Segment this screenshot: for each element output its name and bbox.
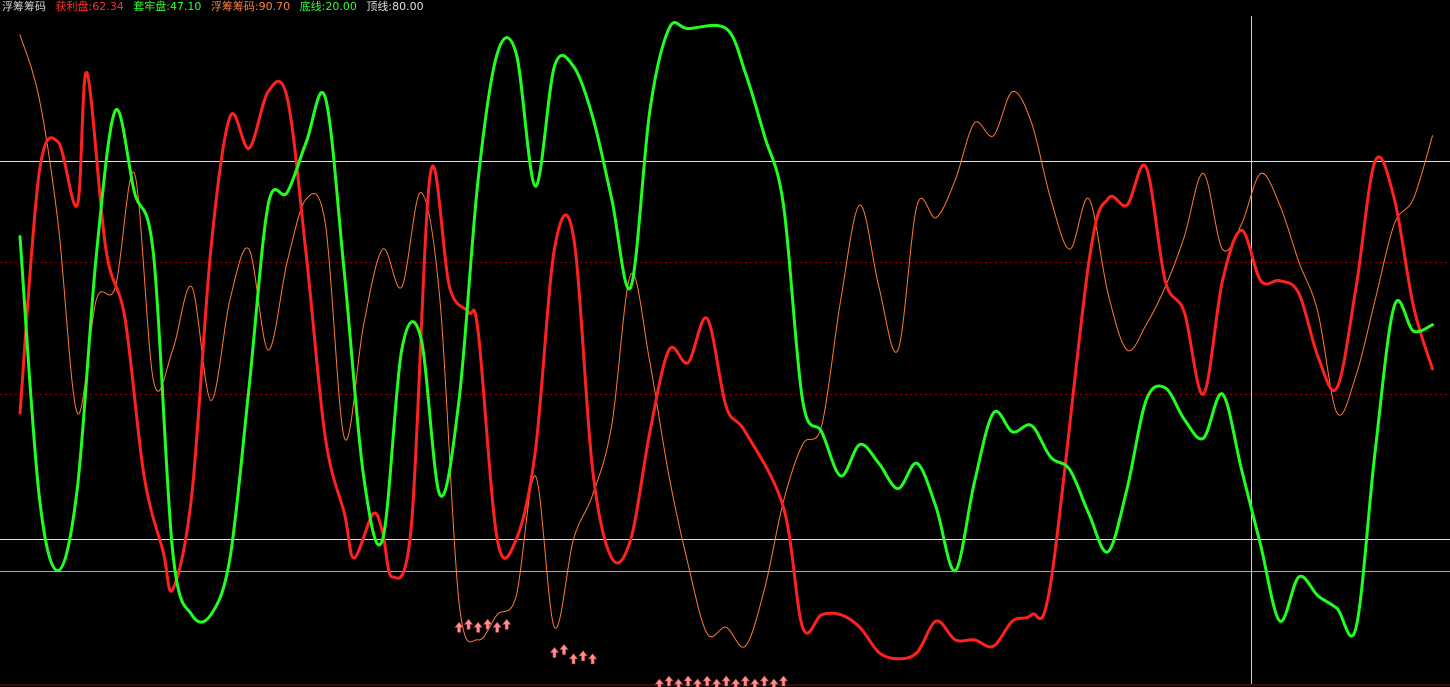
buy-marker-2-58 xyxy=(568,653,579,665)
buy-marker-0-51 xyxy=(502,618,512,630)
legend-top-line-value: 80.00 xyxy=(392,0,424,13)
buy-marker-0-48 xyxy=(473,621,483,633)
buy-marker-3-74 xyxy=(721,675,731,687)
buy-marker-0-46 xyxy=(454,621,464,633)
buy-marker-0-47 xyxy=(463,618,474,630)
legend-trapped-value: 47.10 xyxy=(169,0,202,13)
legend-top-line: 顶线:80.00 xyxy=(366,0,424,13)
buy-marker-3-77 xyxy=(750,678,760,687)
indicator-title: 浮筹筹码 xyxy=(2,0,46,13)
buy-marker-3-67 xyxy=(654,678,665,687)
legend-top-line-label: 顶线 xyxy=(366,0,389,13)
buy-marker-3-70 xyxy=(683,675,693,687)
legend-bottom-line-label: 底线 xyxy=(299,0,322,13)
buy-marker-3-73 xyxy=(712,678,722,687)
buy-marker-3-72 xyxy=(702,675,712,687)
series-line-floating xyxy=(19,34,1433,648)
legend-floating-label: 浮筹筹码 xyxy=(210,0,255,13)
buy-marker-1-56 xyxy=(549,647,560,658)
buy-marker-3-71 xyxy=(692,678,703,687)
legend-trapped: 套牢盘:47.10 xyxy=(133,0,202,13)
buy-marker-3-75 xyxy=(731,678,741,687)
legend-bottom-line-value: 20.00 xyxy=(325,0,357,13)
legend-profit-value: 62.34 xyxy=(92,0,124,13)
buy-marker-3-76 xyxy=(740,675,750,687)
buy-marker-3-78 xyxy=(759,675,770,687)
buy-marker-3-80 xyxy=(778,675,789,687)
legend-trapped-label: 套牢盘 xyxy=(133,0,167,13)
indicator-legend: 浮筹筹码 获利盘:62.34 套牢盘:47.10 浮筹筹码:90.70 底线:2… xyxy=(2,0,430,14)
series-line-trapped xyxy=(18,21,1434,638)
buy-marker-3-79 xyxy=(769,678,779,687)
buy-marker-0-49 xyxy=(483,618,493,630)
legend-bottom-line: 底线:20.00 xyxy=(299,0,357,13)
buy-marker-1-57 xyxy=(559,644,569,655)
series-line-profit xyxy=(18,71,1434,661)
buy-marker-2-60 xyxy=(587,653,598,665)
buy-marker-0-50 xyxy=(492,621,502,633)
legend-floating-value: 90.70 xyxy=(258,0,291,13)
buy-marker-2-59 xyxy=(578,650,588,662)
legend-profit: 获利盘:62.34 xyxy=(55,0,124,13)
legend-floating: 浮筹筹码:90.70 xyxy=(210,0,291,13)
buy-marker-3-69 xyxy=(673,678,684,687)
buy-marker-3-68 xyxy=(664,675,674,687)
legend-profit-label: 获利盘 xyxy=(55,0,89,13)
